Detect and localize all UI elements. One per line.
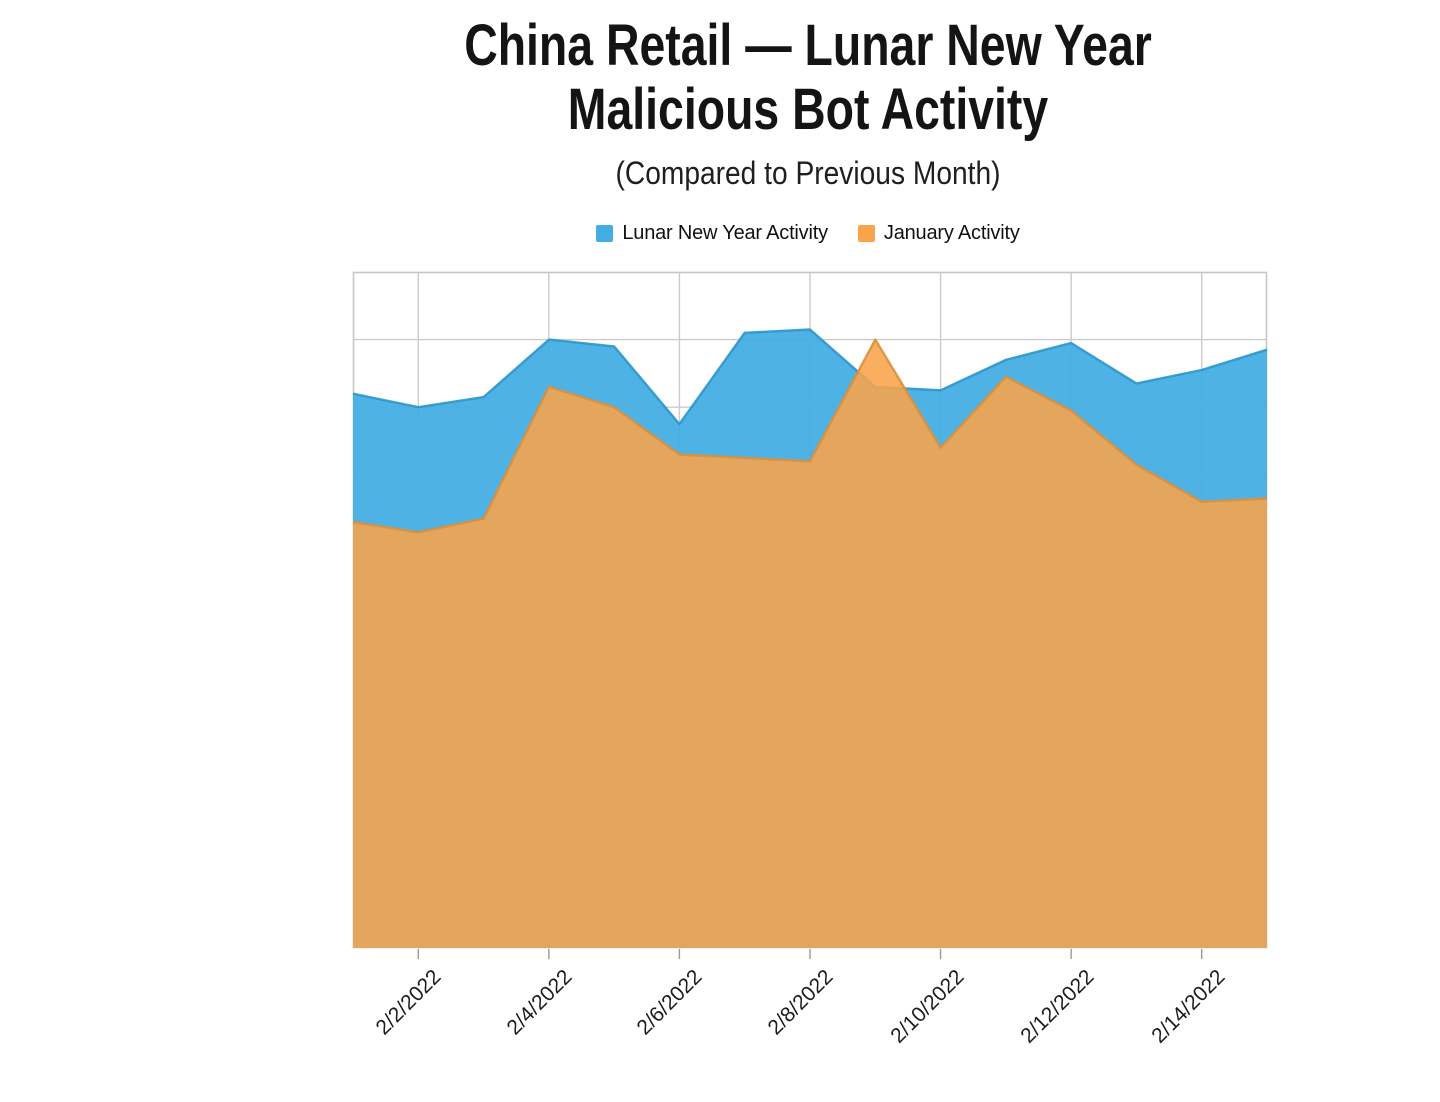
x-axis-label: 2/2/2022	[371, 965, 446, 1040]
area-january	[353, 339, 1267, 949]
legend-swatch-orange-icon	[857, 225, 875, 242]
chart-canvas	[352, 271, 1268, 959]
legend-item-lunar-new-year: Lunar New Year Activity	[596, 222, 828, 245]
area-top-line-january	[352, 338, 1268, 534]
legend-item-january: January Activity	[857, 222, 1020, 245]
x-axis-label: 2/4/2022	[502, 965, 577, 1040]
x-axis-label: 2/14/2022	[1146, 965, 1230, 1048]
area-top-line-lunar-new-year	[352, 328, 1268, 426]
x-axis-label: 2/6/2022	[632, 965, 707, 1040]
legend-label-january: January Activity	[883, 222, 1020, 244]
x-axis-label: 2/8/2022	[763, 965, 838, 1040]
legend-swatch-blue-icon	[596, 225, 614, 242]
chart-subtitle: (Compared to Previous Month)	[615, 155, 1001, 191]
x-axis-label: 2/12/2022	[1016, 965, 1099, 1048]
x-axis-label: 2/10/2022	[885, 965, 969, 1048]
chart-legend: Lunar New Year Activity January Activity	[0, 222, 1440, 245]
legend-label-lunar-new-year: Lunar New Year Activity	[622, 222, 828, 244]
chart-title-line-1: China Retail — Lunar New Year	[464, 13, 1152, 78]
plot-area: 2/2/2022 2/4/2022 2/6/2022 2/8/2022 2/10/202…	[352, 271, 1268, 1048]
chart-title-line-2: Malicious Bot Activity	[567, 77, 1049, 142]
chart-title: China Retail — Lunar New Year Malicious …	[296, 14, 1320, 142]
